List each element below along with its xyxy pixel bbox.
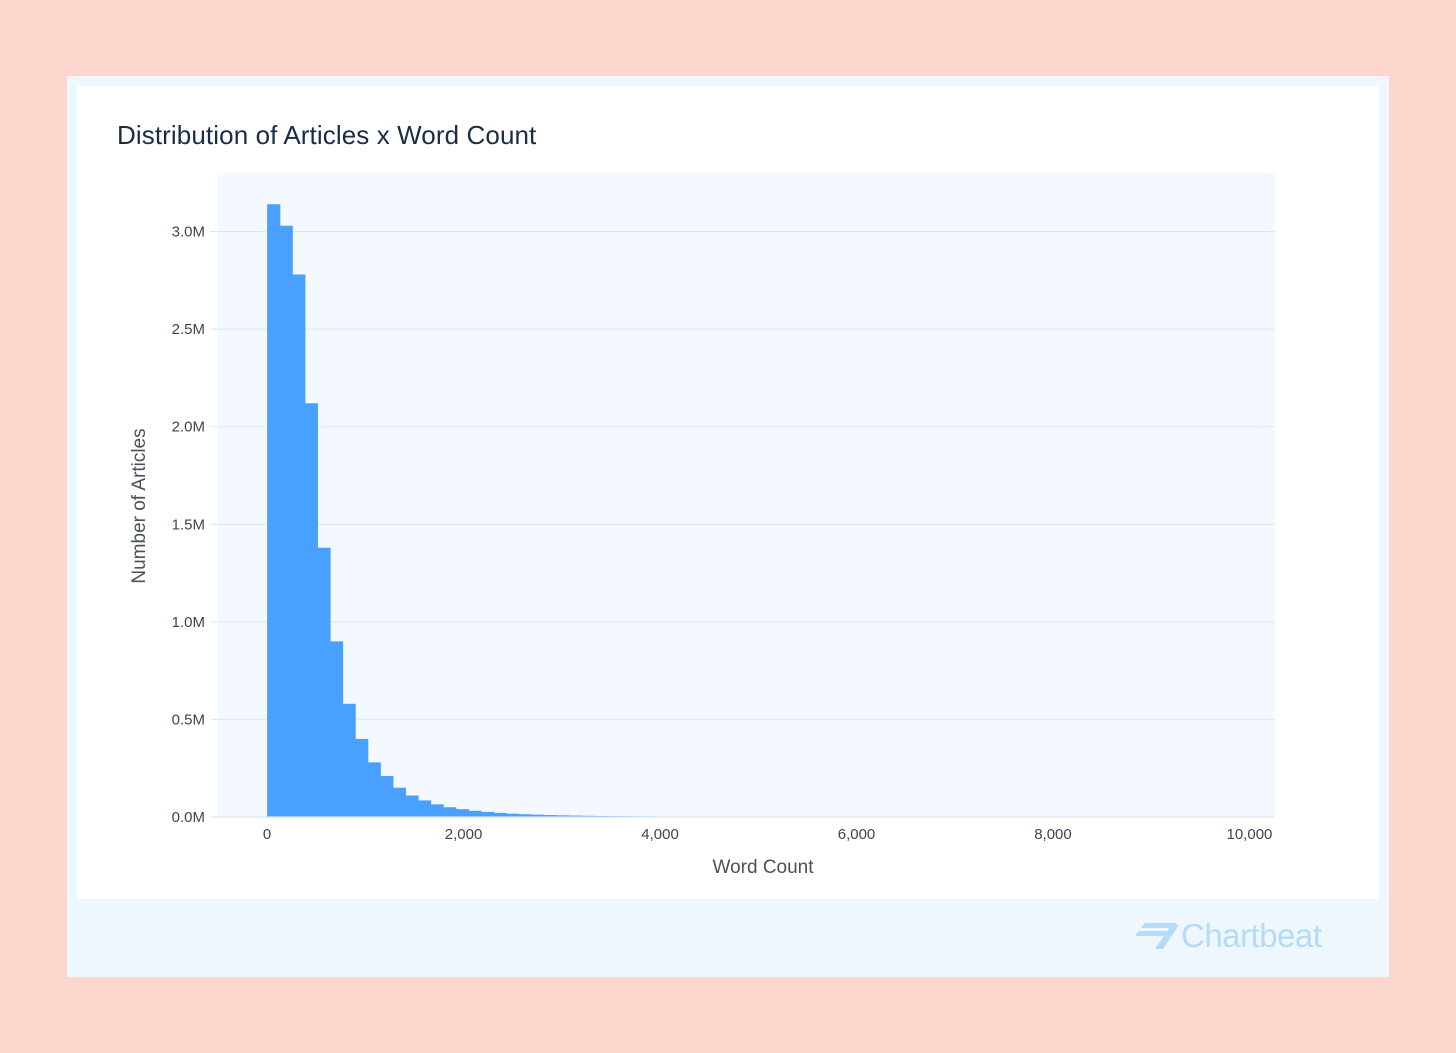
histogram-bar [581, 815, 595, 817]
y-tick-label: 2.5M [172, 321, 205, 338]
histogram-bar [329, 641, 344, 817]
x-tick-label: 8,000 [1034, 826, 1072, 843]
histogram-bar [543, 815, 557, 817]
histogram-bar [279, 225, 293, 817]
histogram-bar [267, 204, 281, 817]
histogram-bar [380, 776, 394, 817]
histogram-bar [518, 814, 532, 817]
brand-name: Chartbeat [1181, 917, 1322, 954]
histogram-bar [355, 738, 369, 817]
x-tick-label: 4,000 [641, 826, 679, 843]
x-tick-label: 0 [263, 826, 271, 843]
histogram-bar [443, 807, 457, 817]
x-axis-label: Word Count [712, 857, 814, 878]
y-tick-label: 1.5M [172, 516, 205, 533]
x-tick-label: 6,000 [838, 826, 876, 843]
histogram-bar [367, 762, 381, 817]
histogram-bar [531, 814, 545, 817]
axes: 0.0M 0.5M 1.0M 1.5M 2.0M 2.5M 3.0M 0 2,000 4,000 6… [172, 224, 1275, 843]
histogram-bar [342, 703, 356, 817]
plot-area [217, 173, 1275, 817]
histogram-bar [556, 815, 570, 817]
histogram-bar [480, 811, 495, 817]
histogram-bar [493, 812, 507, 817]
x-tick-label: 10,000 [1227, 826, 1273, 843]
histogram-bar [292, 274, 306, 818]
y-tick-label: 2.0M [172, 419, 205, 436]
histogram-bar [568, 815, 583, 817]
chart-frame: Distribution of Articles x Word Count 0.… [67, 76, 1389, 977]
histogram-bars [267, 204, 771, 818]
chart-title: Distribution of Articles x Word Count [117, 120, 537, 150]
plot-background [217, 173, 1275, 817]
histogram-bar [468, 810, 482, 817]
y-axis-label: Number of Articles [129, 428, 150, 583]
chartbeat-logo: Chartbeat [1135, 914, 1322, 958]
histogram-bar [417, 800, 432, 817]
x-tick-label: 2,000 [445, 826, 483, 843]
histogram-bar [317, 547, 331, 817]
y-tick-label: 1.0M [172, 614, 205, 631]
histogram-chart: 0.0M 0.5M 1.0M 1.5M 2.0M 2.5M 3.0M 0 2,000 4,000 6… [129, 173, 1275, 878]
chartbeat-logo-icon [1135, 923, 1179, 949]
y-tick-label: 0.0M [172, 809, 205, 826]
y-tick-label: 0.5M [172, 711, 205, 728]
histogram-bar [405, 795, 419, 817]
histogram-bar [455, 809, 469, 817]
histogram-bar [304, 403, 318, 817]
histogram-bar [430, 804, 444, 817]
histogram-bar [392, 787, 407, 817]
y-tick-label: 3.0M [172, 224, 205, 241]
histogram-bar [506, 813, 520, 817]
